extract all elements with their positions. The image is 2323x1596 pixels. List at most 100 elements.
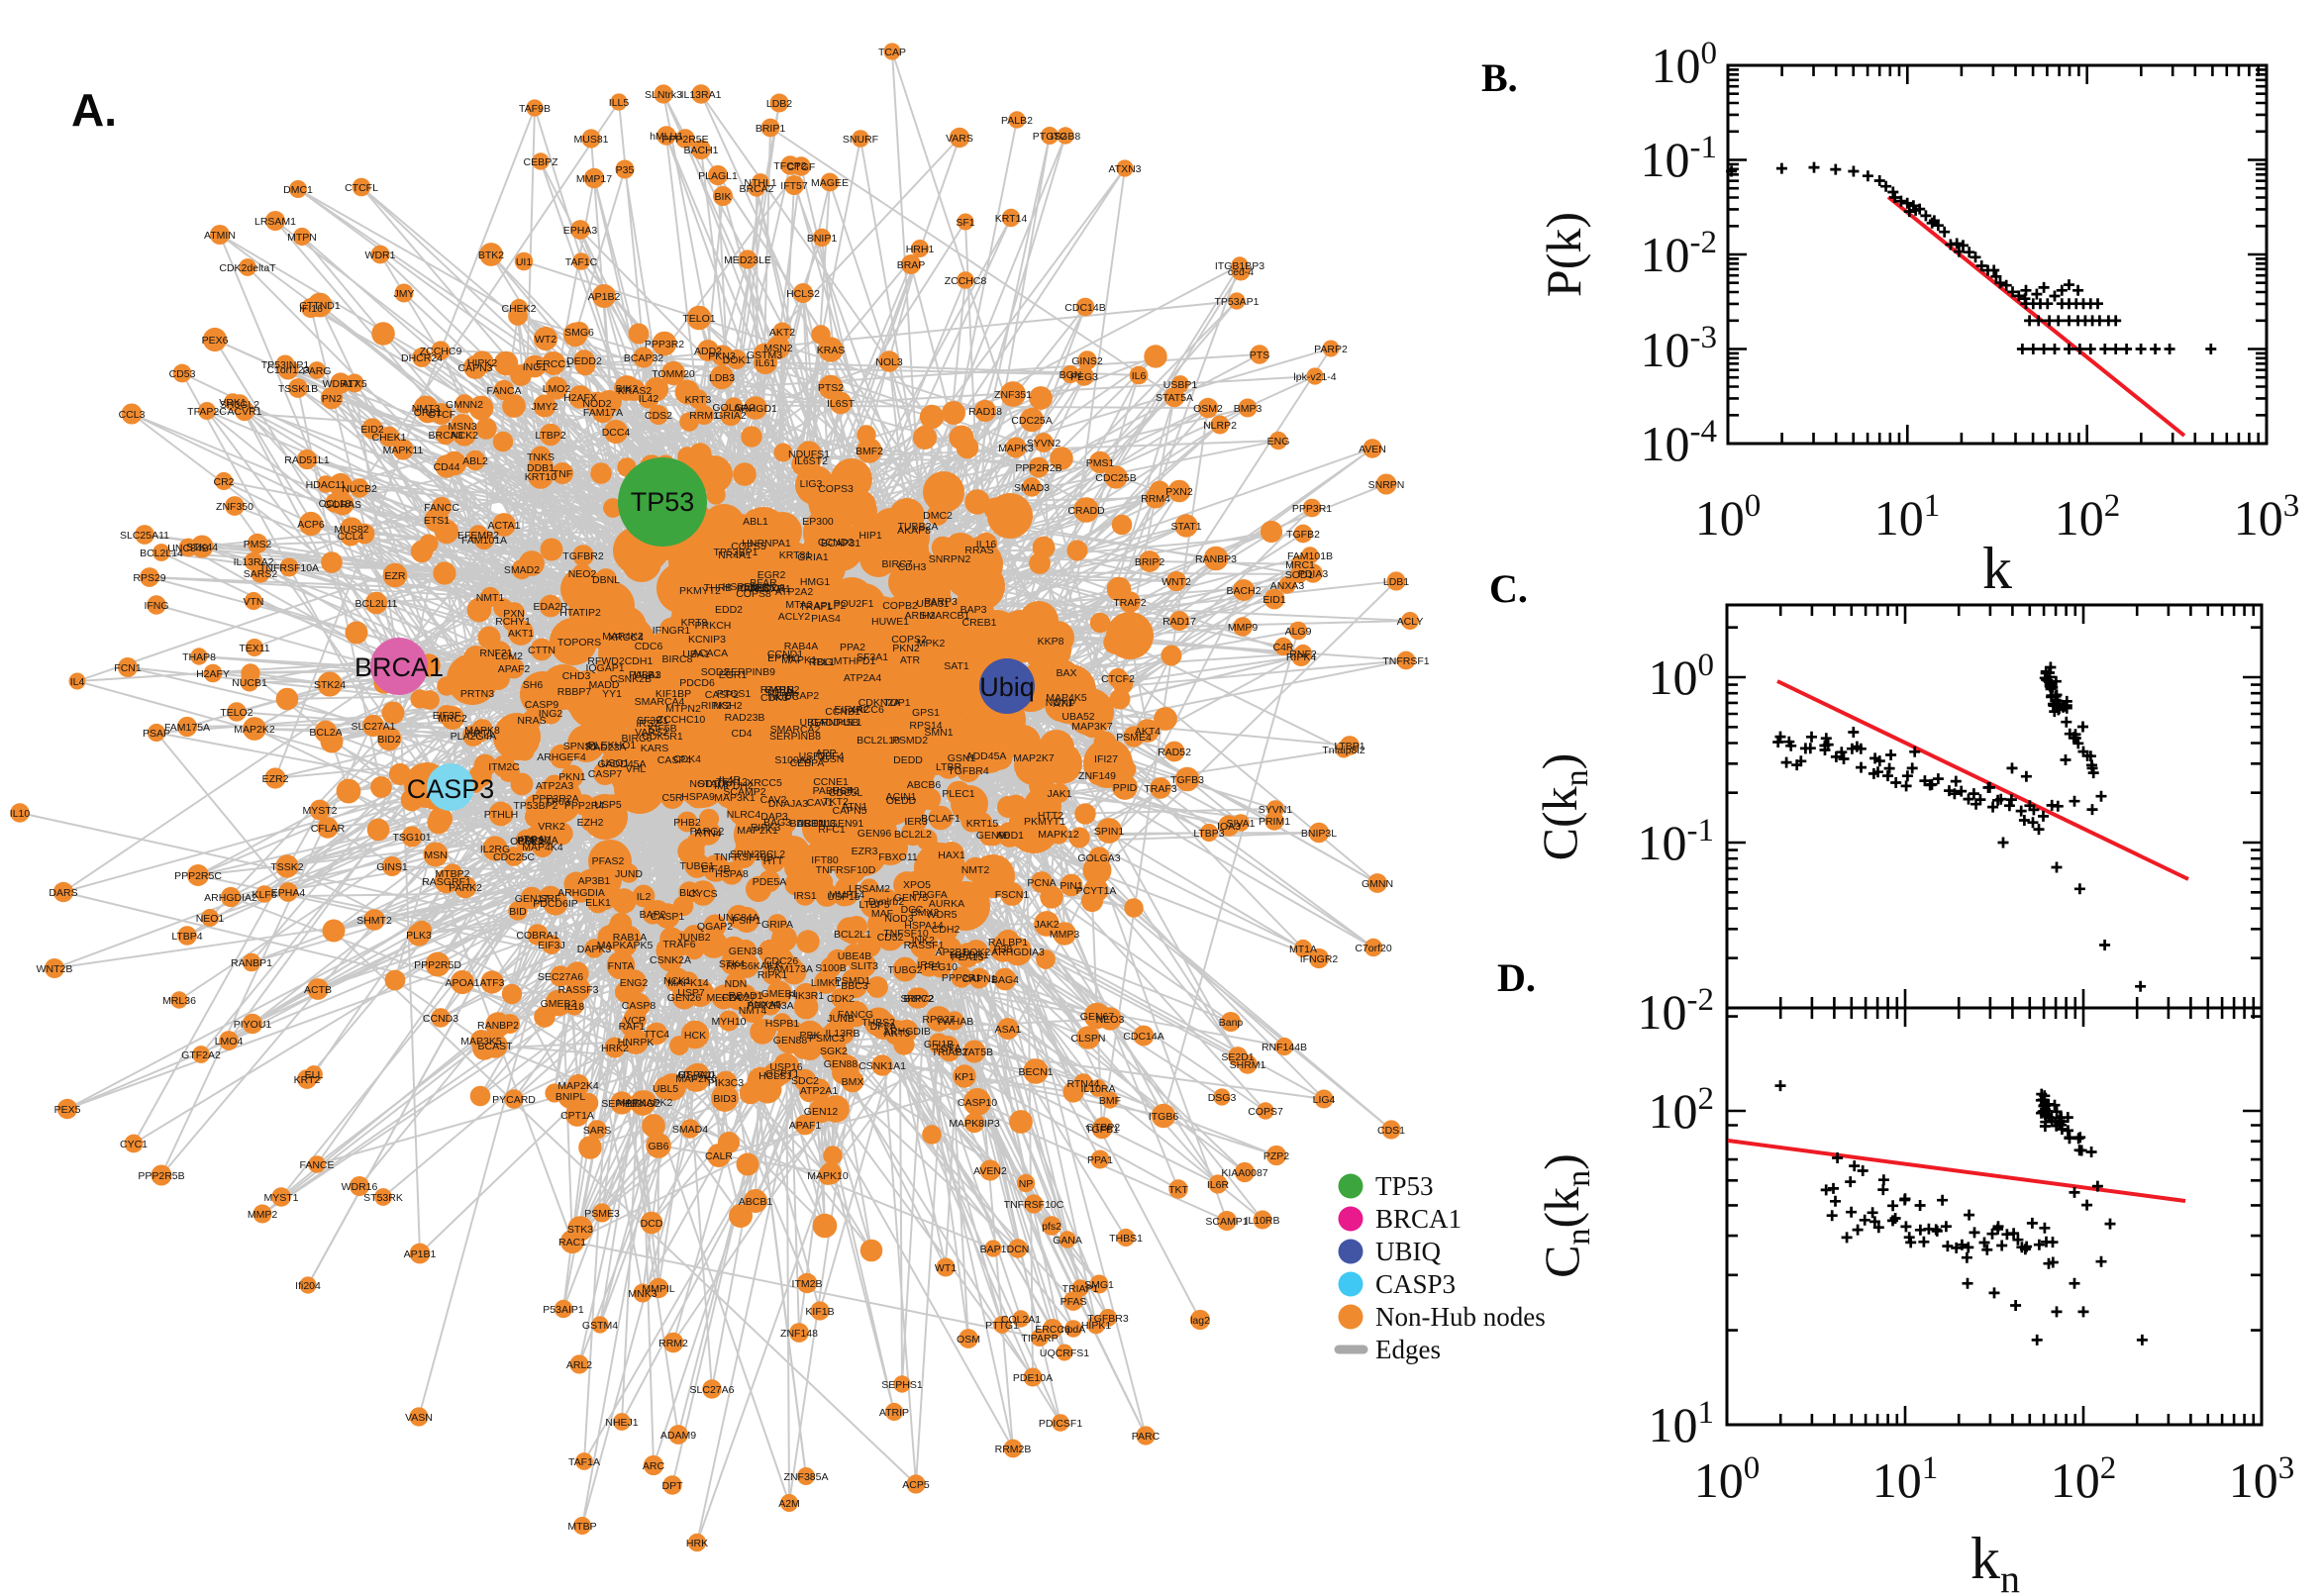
svg-text:BAP2: BAP2 xyxy=(640,909,666,921)
svg-text:RSAD1: RSAD1 xyxy=(728,990,762,1002)
svg-text:S100B: S100B xyxy=(815,962,847,974)
svg-text:XPO5: XPO5 xyxy=(903,879,931,891)
svg-text:RAD17: RAD17 xyxy=(1162,616,1196,628)
svg-text:COPS7: COPS7 xyxy=(1248,1106,1283,1118)
svg-text:TOPORS: TOPORS xyxy=(557,637,601,648)
svg-text:PPID: PPID xyxy=(1113,782,1138,794)
svg-text:BCL2L1: BCL2L1 xyxy=(834,929,871,941)
svg-text:LDB3: LDB3 xyxy=(709,372,735,384)
svg-text:CASP8: CASP8 xyxy=(622,1000,656,1012)
svg-text:PZP2: PZP2 xyxy=(1263,1150,1289,1162)
svg-text:PARG2: PARG2 xyxy=(690,826,725,838)
svg-text:UBA3: UBA3 xyxy=(634,669,661,681)
svg-text:FSCN1: FSCN1 xyxy=(995,889,1030,901)
svg-text:KIAA0087: KIAA0087 xyxy=(1221,1167,1267,1179)
svg-text:COPS3: COPS3 xyxy=(818,483,854,495)
svg-text:RPS6KA: RPS6KA xyxy=(726,960,766,972)
svg-text:BAP1: BAP1 xyxy=(980,1244,1007,1255)
svg-text:PTS: PTS xyxy=(1250,349,1269,361)
svg-text:HSPA9: HSPA9 xyxy=(681,791,715,803)
svg-text:BBC3: BBC3 xyxy=(841,980,868,992)
svg-text:EDD2: EDD2 xyxy=(715,604,743,616)
svg-text:AP3B1: AP3B1 xyxy=(578,875,611,887)
svg-text:FNTA: FNTA xyxy=(608,960,635,972)
svg-text:FAM101B: FAM101B xyxy=(1287,550,1333,562)
svg-text:EIF4B: EIF4B xyxy=(701,863,730,875)
svg-text:RRM4: RRM4 xyxy=(1141,493,1170,505)
svg-text:ATP2A4: ATP2A4 xyxy=(844,672,881,684)
svg-text:TGFBR4: TGFBR4 xyxy=(948,765,989,777)
svg-text:IL10: IL10 xyxy=(10,808,31,820)
svg-text:CCL4: CCL4 xyxy=(338,531,364,543)
svg-text:TCAP: TCAP xyxy=(878,47,906,58)
svg-text:PPP2R5C: PPP2R5C xyxy=(174,870,222,882)
svg-text:STAT1: STAT1 xyxy=(1170,521,1201,533)
svg-text:SCAMP1: SCAMP1 xyxy=(1205,1216,1248,1228)
svg-text:CCND2: CCND2 xyxy=(818,537,854,549)
svg-text:EZH2: EZH2 xyxy=(577,817,604,829)
svg-text:ELL: ELL xyxy=(305,1069,324,1081)
svg-text:ABL1: ABL1 xyxy=(743,516,768,528)
svg-text:C5R: C5R xyxy=(661,792,682,804)
svg-text:LDB1: LDB1 xyxy=(1383,576,1409,588)
svg-text:pfs2: pfs2 xyxy=(1042,1221,1061,1233)
svg-text:LTBP2: LTBP2 xyxy=(535,430,565,442)
svg-text:CPT1A: CPT1A xyxy=(560,1110,594,1122)
svg-text:EPHA3: EPHA3 xyxy=(563,225,598,237)
svg-text:MMPIL: MMPIL xyxy=(642,1283,674,1295)
svg-text:CTCF2: CTCF2 xyxy=(1101,673,1135,685)
svg-text:MAPK11: MAPK11 xyxy=(383,445,424,456)
svg-text:P38: P38 xyxy=(994,944,1013,955)
svg-text:NDN: NDN xyxy=(725,978,748,990)
svg-text:DEDD2: DEDD2 xyxy=(566,355,602,367)
svg-text:TNFRSF10A: TNFRSF10A xyxy=(259,562,319,574)
svg-text:CTTN: CTTN xyxy=(528,645,556,656)
svg-text:A2M: A2M xyxy=(778,1498,800,1510)
svg-text:IFNGR2: IFNGR2 xyxy=(1300,953,1339,965)
svg-text:KRT3: KRT3 xyxy=(685,394,712,406)
svg-text:RAD23B: RAD23B xyxy=(725,712,765,724)
svg-text:PTHLH: PTHLH xyxy=(484,809,518,821)
svg-text:PSME3: PSME3 xyxy=(584,1208,620,1220)
svg-text:IL13RA1: IL13RA1 xyxy=(681,89,722,101)
svg-text:ced-4: ced-4 xyxy=(1228,266,1254,278)
svg-text:CHEK1: CHEK1 xyxy=(371,432,406,444)
svg-text:CDC14B: CDC14B xyxy=(1064,302,1105,314)
svg-text:MTPN: MTPN xyxy=(287,232,317,244)
svg-text:VRK1: VRK1 xyxy=(219,397,247,409)
svg-text:ATXN3: ATXN3 xyxy=(1108,163,1141,175)
svg-text:CDS1: CDS1 xyxy=(1377,1125,1405,1137)
svg-text:TNFRSF10D: TNFRSF10D xyxy=(816,864,876,876)
svg-text:TGFA: TGFA xyxy=(934,1043,960,1054)
svg-text:APAF2: APAF2 xyxy=(498,663,531,675)
svg-text:PPP2R5B: PPP2R5B xyxy=(138,1170,184,1182)
svg-text:BRAP: BRAP xyxy=(897,259,926,271)
svg-text:PALB2: PALB2 xyxy=(1001,115,1033,127)
svg-text:DEDD: DEDD xyxy=(893,754,923,766)
svg-text:CDH1: CDH1 xyxy=(625,655,654,667)
svg-text:HTATIP2: HTATIP2 xyxy=(559,607,601,619)
svg-text:HIP1: HIP1 xyxy=(858,530,882,542)
svg-text:MAP2K4: MAP2K4 xyxy=(557,1080,599,1092)
svg-text:CASP9: CASP9 xyxy=(525,699,559,711)
svg-text:CDK2: CDK2 xyxy=(827,993,855,1005)
svg-text:ARHGEF4: ARHGEF4 xyxy=(537,751,586,763)
svg-text:GSTM4: GSTM4 xyxy=(582,1320,618,1332)
svg-text:SE2D1: SE2D1 xyxy=(1221,1051,1254,1063)
svg-text:CFLAR: CFLAR xyxy=(311,823,346,835)
svg-text:RRM1: RRM1 xyxy=(689,410,719,422)
svg-text:TNFRSF10C: TNFRSF10C xyxy=(1004,1199,1064,1211)
svg-text:IRS1: IRS1 xyxy=(793,890,817,902)
svg-text:KRAS: KRAS xyxy=(817,345,846,356)
svg-text:ACLY2: ACLY2 xyxy=(778,611,811,623)
svg-text:PEG3: PEG3 xyxy=(1070,371,1098,383)
svg-text:OSM: OSM xyxy=(957,1334,980,1346)
svg-text:UI1: UI1 xyxy=(516,256,533,268)
svg-text:PLA2G4A: PLA2G4A xyxy=(451,731,497,743)
svg-text:NLRP2: NLRP2 xyxy=(1203,420,1237,432)
svg-text:DCC4: DCC4 xyxy=(602,427,631,439)
svg-text:CASP10: CASP10 xyxy=(958,1097,997,1109)
svg-text:BNIP3L: BNIP3L xyxy=(1301,828,1337,840)
svg-text:CD53: CD53 xyxy=(169,368,196,380)
svg-text:CCND3: CCND3 xyxy=(423,1013,458,1025)
